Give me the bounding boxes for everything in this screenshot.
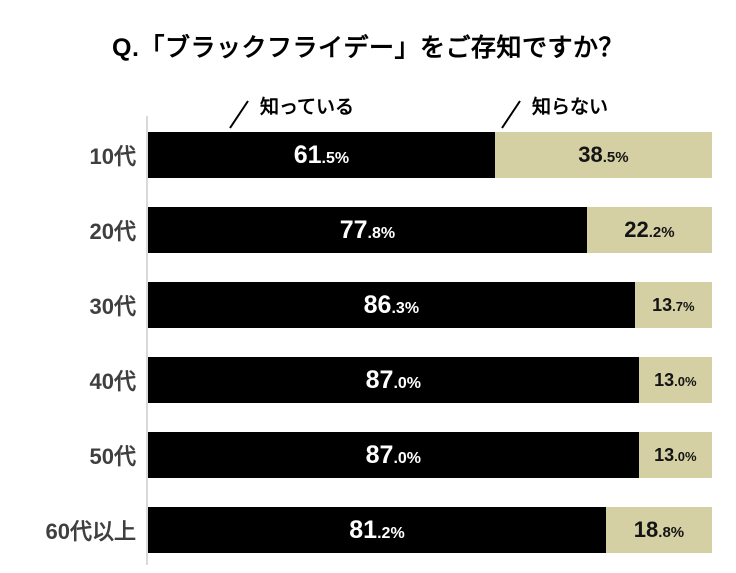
bar-segment-unknown: 13.0% [638, 357, 712, 403]
value-label: 87.0% [365, 440, 422, 469]
bar-segment-known: 81.2% [148, 507, 606, 553]
value-label: 13.7% [652, 294, 695, 315]
bar-segment-known: 77.8% [148, 207, 587, 253]
value-label: 22.2% [624, 217, 675, 242]
bar-segment-known: 87.0% [148, 357, 639, 403]
bar-track: 86.3% 13.7% [148, 282, 712, 328]
value-label: 81.2% [349, 515, 405, 544]
bar-segment-unknown: 38.5% [494, 132, 712, 178]
value-label: 13.0% [654, 444, 697, 465]
y-axis-line [146, 116, 148, 565]
bar-segment-known: 87.0% [148, 432, 639, 478]
value-label: 13.0% [654, 369, 697, 390]
bar-segment-unknown: 13.0% [638, 432, 712, 478]
bar-segment-known: 86.3% [148, 282, 635, 328]
bar-track: 81.2% 18.8% [148, 507, 712, 553]
bar-track: 87.0% 13.0% [148, 432, 712, 478]
value-label: 77.8% [339, 215, 396, 244]
chart-row: 10代 61.5% 38.5% [0, 132, 712, 178]
chart-rows: 10代 61.5% 38.5% 20代 77.8% 22.2% 30代 86.3% 13.7% 4… [0, 132, 712, 573]
chart-row: 30代 86.3% 13.7% [0, 282, 712, 328]
chart-row: 50代 87.0% 13.0% [0, 432, 712, 478]
legend-leader-line [501, 100, 521, 129]
bar-segment-known: 61.5% [148, 132, 495, 178]
value-label: 38.5% [578, 142, 629, 167]
chart-row: 60代以上 81.2% 18.8% [0, 507, 712, 553]
bar-track: 61.5% 38.5% [148, 132, 712, 178]
chart-row: 20代 77.8% 22.2% [0, 207, 712, 253]
legend-item-known: 知っている [228, 96, 354, 130]
bar-segment-unknown: 18.8% [605, 507, 712, 553]
chart-title: Q.「ブラックフライデー」をご存知ですか？ [112, 34, 624, 62]
legend-label-unknown: 知らない [532, 97, 609, 118]
category-label: 30代 [89, 294, 136, 319]
category-label: 10代 [89, 144, 136, 169]
value-label: 86.3% [363, 290, 420, 319]
bar-track: 87.0% 13.0% [148, 357, 712, 403]
value-label: 87.0% [365, 365, 422, 394]
category-label: 50代 [89, 444, 136, 469]
category-label: 20代 [89, 219, 136, 244]
value-label: 61.5% [293, 140, 350, 169]
category-label: 60代以上 [45, 519, 136, 544]
chart-row: 40代 87.0% 13.0% [0, 357, 712, 403]
bar-segment-unknown: 13.7% [634, 282, 712, 328]
legend-item-unknown: 知らない [500, 96, 608, 130]
legend-label-known: 知っている [260, 97, 355, 118]
legend-leader-line [229, 100, 249, 129]
bar-segment-unknown: 22.2% [586, 207, 712, 253]
category-label: 40代 [89, 369, 136, 394]
bar-track: 77.8% 22.2% [148, 207, 712, 253]
value-label: 18.8% [633, 517, 685, 542]
